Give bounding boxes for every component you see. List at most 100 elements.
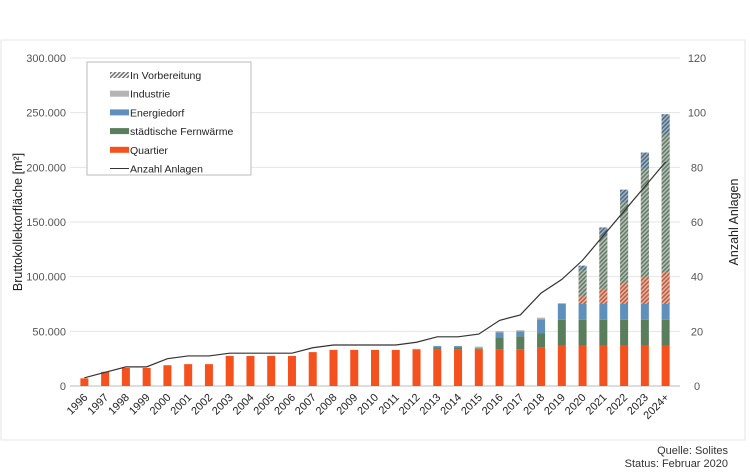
y2-tick-label: 60 [691, 217, 703, 229]
bar-quartier [287, 355, 296, 386]
bar-in-vorbereitung-hatch [578, 265, 587, 271]
bar-quartier [661, 345, 670, 386]
bar-quartier [433, 349, 442, 386]
bar-st-dtische-fernw-rme [537, 333, 546, 348]
bar-quartier [308, 352, 317, 386]
bar-quartier [454, 349, 463, 386]
bar-in-vorbereitung-hatch [620, 189, 629, 203]
bar-st-dtische-fernw-rme [495, 337, 504, 350]
bar-in-vorbereitung [640, 276, 649, 304]
bar-in-vorbereitung-hatch [661, 134, 670, 273]
bar-energiedorf [640, 304, 649, 320]
bar-quartier [101, 371, 110, 386]
y-tick-label: 200.000 [26, 162, 66, 174]
bar-quartier [163, 365, 172, 386]
legend-label: Anzahl Anlagen [130, 164, 203, 176]
bar-st-dtische-fernw-rme [433, 347, 442, 350]
bar-in-vorbereitung [578, 265, 587, 271]
bar-in-vorbereitung [599, 236, 608, 290]
bar-energiedorf [433, 346, 442, 348]
legend-swatch [110, 90, 129, 97]
bar-st-dtische-fernw-rme [661, 319, 670, 346]
bar-quartier [329, 349, 338, 386]
bar-st-dtische-fernw-rme [454, 347, 463, 350]
bar-quartier [620, 345, 629, 386]
legend-swatch [110, 109, 129, 116]
bar-industrie [412, 348, 421, 350]
legend-swatch [110, 72, 129, 78]
legend-swatch [110, 128, 129, 135]
bar-quartier [391, 349, 400, 386]
bar-in-vorbereitung [640, 168, 649, 277]
bar-energiedorf [661, 304, 670, 320]
bar-industrie [474, 346, 483, 349]
legend: In Vorbereitung Industrie Energiedorf städt… [86, 61, 252, 176]
bar-quartier [80, 378, 89, 386]
bar-in-vorbereitung [620, 189, 629, 203]
bar-in-vorbereitung [620, 282, 629, 304]
bar-in-vorbereitung [640, 152, 649, 169]
y2-tick-label: 120 [688, 53, 706, 65]
bar-in-vorbereitung-hatch [599, 289, 608, 304]
bar-quartier [184, 364, 193, 386]
legend-swatch [110, 146, 129, 153]
bar-quartier [225, 355, 234, 386]
bar-in-vorbereitung-hatch [640, 168, 649, 277]
bar-industrie [495, 331, 504, 333]
y2-tick-label: 100 [688, 108, 706, 120]
legend-label: Industrie [130, 89, 170, 101]
bar-in-vorbereitung [599, 289, 608, 304]
bar-quartier [204, 364, 213, 386]
bar-in-vorbereitung-hatch [599, 227, 608, 237]
bar-quartier [495, 349, 504, 386]
bar-industrie [516, 330, 525, 332]
bar-energiedorf [516, 331, 525, 337]
bar-quartier [350, 349, 359, 386]
bar-in-vorbereitung [578, 296, 587, 304]
bar-in-vorbereitung [661, 272, 670, 304]
bar-in-vorbereitung-hatch [620, 202, 629, 283]
bar-energiedorf [495, 332, 504, 338]
bar-in-vorbereitung [661, 134, 670, 273]
bar-quartier [516, 349, 525, 386]
legend-label: Quartier [130, 145, 168, 157]
legend-label: Energiedorf [130, 107, 184, 119]
bar-quartier [578, 345, 587, 386]
bar-quartier [599, 345, 608, 386]
bar-quartier [142, 367, 151, 386]
y2-tick-label: 20 [691, 326, 703, 338]
bar-st-dtische-fernw-rme [640, 319, 649, 346]
y2-tick-label: 40 [691, 272, 703, 284]
bar-in-vorbereitung [578, 270, 587, 297]
bar-quartier [121, 367, 130, 386]
y-tick-label: 0 [60, 381, 66, 393]
bar-st-dtische-fernw-rme [578, 319, 587, 346]
bar-quartier [371, 349, 379, 386]
line-anzahl-anlagen [84, 161, 667, 379]
bar-in-vorbereitung-hatch [578, 296, 587, 304]
bar-energiedorf [454, 346, 463, 348]
y2-axis-label: Anzahl Anlagen [727, 179, 741, 266]
bar-in-vorbereitung-hatch [661, 114, 670, 135]
bar-st-dtische-fernw-rme [599, 319, 608, 346]
bar-st-dtische-fernw-rme [620, 319, 629, 346]
bar-quartier [640, 345, 649, 386]
bar-quartier [557, 345, 566, 386]
y-tick-label: 300.000 [26, 53, 66, 65]
bar-in-vorbereitung-hatch [640, 276, 649, 304]
y-tick-label: 100.000 [26, 272, 66, 284]
bar-in-vorbereitung [599, 227, 608, 237]
bar-quartier [537, 347, 546, 386]
bar-quartier [474, 349, 483, 386]
bar-energiedorf [578, 304, 587, 320]
bar-in-vorbereitung [661, 114, 670, 135]
y-axis-label: Bruttokollektorfläche [m²] [11, 153, 25, 291]
source-annotation: Quelle: Solites [657, 445, 728, 457]
bar-quartier [246, 355, 255, 386]
y-tick-label: 250.000 [26, 108, 66, 120]
bar-energiedorf [537, 319, 546, 334]
y2-tick-label: 0 [694, 381, 700, 393]
bar-in-vorbereitung [620, 202, 629, 283]
legend-label: In Vorbereitung [130, 70, 201, 82]
